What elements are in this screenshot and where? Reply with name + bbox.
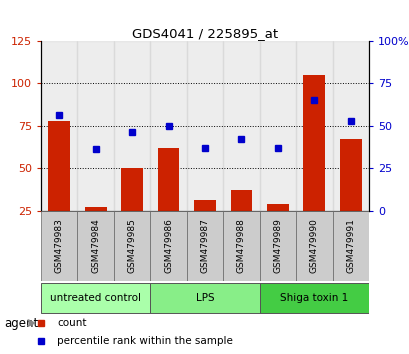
Text: GSM479984: GSM479984 (91, 219, 100, 273)
Bar (266, 204, 288, 211)
Bar (339, 139, 361, 211)
Text: GSM479990: GSM479990 (309, 218, 318, 274)
Text: GSM479986: GSM479986 (164, 218, 173, 274)
Bar (150, 283, 259, 313)
Bar (332, 211, 368, 281)
Bar (303, 75, 324, 211)
Bar (41, 41, 77, 211)
Bar (77, 41, 114, 211)
Bar (41, 211, 77, 281)
Bar (193, 200, 216, 211)
Text: GSM479985: GSM479985 (127, 218, 136, 274)
Bar (187, 211, 222, 281)
Text: untreated control: untreated control (50, 292, 141, 303)
Bar (77, 211, 114, 281)
Bar (332, 41, 368, 211)
Text: percentile rank within the sample: percentile rank within the sample (57, 336, 233, 346)
Bar (230, 190, 252, 211)
Text: agent: agent (4, 316, 38, 330)
Text: GSM479988: GSM479988 (236, 218, 245, 274)
Bar (85, 207, 106, 211)
Text: GSM479989: GSM479989 (273, 218, 282, 274)
Bar (222, 211, 259, 281)
Text: GSM479991: GSM479991 (346, 218, 355, 274)
Bar (121, 168, 143, 211)
Bar (259, 283, 368, 313)
Text: GSM479983: GSM479983 (54, 218, 63, 274)
Bar (295, 211, 332, 281)
Bar (187, 41, 222, 211)
Text: count: count (57, 318, 87, 328)
Bar (222, 41, 259, 211)
Bar (114, 41, 150, 211)
Bar (41, 283, 150, 313)
Bar (259, 211, 295, 281)
Title: GDS4041 / 225895_at: GDS4041 / 225895_at (132, 27, 277, 40)
Text: Shiga toxin 1: Shiga toxin 1 (279, 292, 348, 303)
Bar (150, 41, 187, 211)
Bar (114, 211, 150, 281)
Bar (295, 41, 332, 211)
Text: GSM479987: GSM479987 (200, 218, 209, 274)
Bar (157, 148, 179, 211)
Bar (150, 211, 187, 281)
Text: LPS: LPS (195, 292, 214, 303)
Bar (259, 41, 295, 211)
Bar (48, 121, 70, 211)
